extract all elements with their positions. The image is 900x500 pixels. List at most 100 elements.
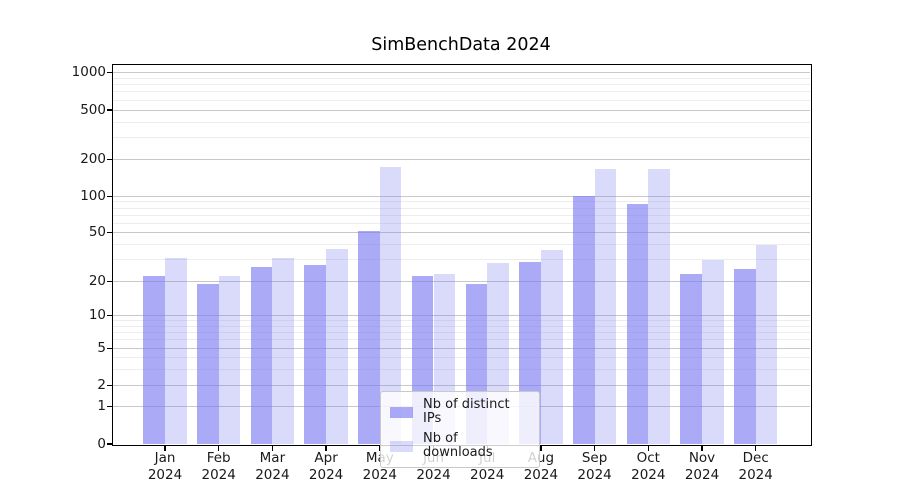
- bar-distinct-ips-oct: [626, 204, 649, 444]
- x-tick-month: Feb: [206, 450, 231, 466]
- gridline-minor: [113, 222, 810, 224]
- gridline-major: [113, 280, 810, 282]
- y-tick-mark: [106, 109, 112, 111]
- x-tick-year: 2024: [738, 467, 773, 483]
- x-tick-mark: [325, 445, 327, 451]
- gridline-minor: [113, 201, 810, 203]
- y-tick-label: 1: [97, 398, 106, 415]
- x-tick-mark: [271, 445, 274, 451]
- y-tick-mark: [106, 384, 112, 387]
- y-tick-mark: [106, 347, 112, 349]
- y-tick-mark: [106, 280, 112, 282]
- y-tick-label: 0: [97, 435, 106, 452]
- x-tick-label: Sep 2024: [577, 450, 611, 484]
- x-tick-year: 2024: [577, 467, 612, 483]
- x-tick-mark: [540, 445, 542, 451]
- bar-distinct-ips-nov: [680, 273, 702, 444]
- chart-title: SimBenchData 2024: [371, 35, 551, 55]
- gridline-minor: [113, 339, 810, 341]
- x-tick-year: 2024: [255, 467, 290, 483]
- gridline-major: [113, 385, 810, 386]
- legend-item-distinct-ips: Nb of distinct IPs: [390, 398, 530, 426]
- legend-item-downloads: Nb of downloads: [390, 432, 530, 460]
- bar-downloads-oct: [648, 169, 670, 444]
- x-tick-mark: [379, 445, 381, 451]
- gridline-minor: [113, 214, 810, 216]
- x-tick-month: Oct: [636, 450, 660, 466]
- x-tick-label: Apr 2024: [309, 450, 343, 484]
- x-tick-label: Feb 2024: [202, 450, 236, 484]
- y-tick-mark: [106, 406, 112, 408]
- gridline-minor: [113, 356, 810, 358]
- gridline-minor: [113, 325, 810, 327]
- y-tick-label: 1000: [71, 64, 106, 81]
- bar-distinct-ips-apr: [304, 265, 327, 444]
- y-tick-label: 20: [88, 272, 106, 289]
- gridline-minor: [113, 319, 810, 321]
- x-tick-year: 2024: [201, 467, 236, 483]
- x-tick-mark: [593, 445, 596, 451]
- bar-downloads-sep: [594, 169, 617, 444]
- x-tick-month: Dec: [742, 450, 769, 466]
- gridline-minor: [113, 84, 810, 86]
- gridline-major: [113, 232, 810, 234]
- bar-downloads-jan: [165, 258, 187, 444]
- y-tick-label: 5: [97, 339, 106, 356]
- x-tick-year: 2024: [308, 467, 344, 483]
- gridline-major: [113, 347, 810, 349]
- y-tick-label: 10: [88, 307, 106, 323]
- bar-downloads-mar: [272, 258, 295, 444]
- x-tick-year: 2024: [631, 467, 666, 483]
- y-tick-mark: [106, 443, 112, 445]
- x-tick-year: 2024: [362, 467, 397, 483]
- gridline-major: [113, 315, 810, 316]
- gridline-minor: [113, 207, 810, 209]
- legend-label-downloads: Nb of downloads: [423, 431, 493, 460]
- gridline-minor: [113, 136, 810, 138]
- x-tick-mark: [164, 445, 166, 451]
- x-tick-month: Nov: [688, 450, 716, 466]
- x-tick-mark: [701, 445, 703, 451]
- x-tick-year: 2024: [684, 467, 720, 483]
- x-tick-label: Nov 2024: [685, 450, 719, 484]
- y-tick-label: 2: [97, 377, 106, 393]
- x-tick-label: Oct 2024: [631, 450, 665, 484]
- x-tick-month: Jan: [154, 450, 176, 466]
- bar-downloads-dec: [755, 244, 778, 444]
- y-tick-mark: [106, 314, 112, 317]
- x-tick-mark: [755, 445, 757, 451]
- y-tick-mark: [106, 72, 112, 74]
- legend-swatch-distinct-ips: [390, 406, 413, 418]
- x-tick-year: 2024: [470, 467, 505, 483]
- gridline-minor: [113, 331, 810, 333]
- y-tick-mark: [106, 195, 112, 197]
- x-tick-month: Sep: [581, 450, 608, 466]
- x-tick-label: Mar 2024: [255, 450, 289, 484]
- legend-label-distinct-ips: Nb of distinct IPs: [423, 397, 510, 426]
- bar-downloads-may: [379, 167, 402, 444]
- x-tick-mark: [218, 445, 220, 451]
- bar-distinct-ips-sep: [572, 196, 595, 444]
- bar-downloads-aug: [540, 250, 563, 444]
- bar-downloads-nov: [702, 259, 724, 444]
- gridline-minor: [113, 91, 810, 93]
- gridline-major: [113, 72, 810, 74]
- gridline-minor: [113, 99, 810, 101]
- x-tick-month: Apr: [314, 450, 338, 466]
- bar-distinct-ips-mar: [250, 267, 273, 444]
- legend: Nb of distinct IPs Nb of downloads: [380, 391, 540, 468]
- gridline-minor: [113, 259, 810, 261]
- bar-distinct-ips-jan: [143, 276, 165, 444]
- x-tick-year: 2024: [147, 467, 183, 483]
- bar-distinct-ips-dec: [734, 269, 756, 444]
- y-tick-label: 500: [80, 101, 106, 118]
- gridline-major: [113, 109, 810, 111]
- x-tick-year: 2024: [523, 467, 559, 483]
- bar-distinct-ips-may: [358, 230, 380, 444]
- x-tick-label: Dec 2024: [739, 450, 773, 484]
- y-tick-mark: [106, 232, 112, 234]
- bar-distinct-ips-feb: [197, 283, 219, 444]
- y-tick-label: 200: [80, 150, 106, 167]
- bar-downloads-apr: [326, 248, 348, 444]
